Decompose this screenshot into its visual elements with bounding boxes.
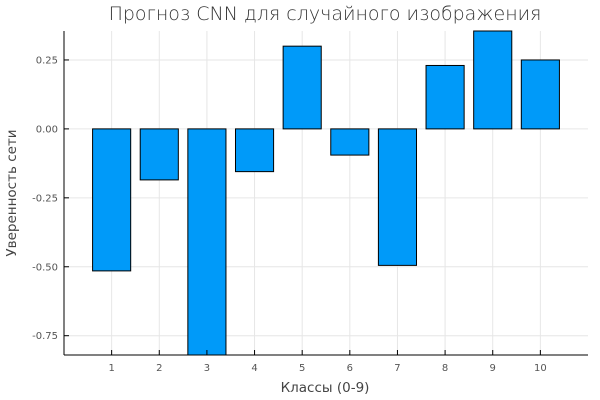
bar-class-6 <box>330 128 370 156</box>
bar-class-8 <box>425 64 465 130</box>
bars <box>92 30 560 356</box>
y-tick-label: 0.00 <box>36 124 58 135</box>
x-tick-label: 4 <box>251 363 257 374</box>
bar-class-7 <box>377 128 418 266</box>
bar-class-4 <box>234 128 275 173</box>
x-tick-label: 10 <box>534 363 547 374</box>
y-axis-label: Уверенность сети <box>4 129 20 256</box>
bar-class-5 <box>282 45 322 130</box>
bar-class-9 <box>473 30 513 130</box>
chart-title: Прогноз CNN для случайного изображения <box>109 3 542 25</box>
x-tick-label: 8 <box>442 363 448 374</box>
x-tick-label: 2 <box>156 363 162 374</box>
axes <box>63 31 588 356</box>
x-tick-label: 5 <box>299 363 305 374</box>
x-tick-label: 3 <box>204 363 210 374</box>
y-tick-label: 0.25 <box>36 55 58 66</box>
ticks: 0.25 0.00 -0.25 -0.50 -0.75 1 2 3 4 5 6 7 8 9 10 <box>32 55 547 374</box>
y-tick-label: -0.50 <box>32 262 58 273</box>
x-tick-label: 9 <box>490 363 496 374</box>
y-tick-label: -0.75 <box>32 331 58 342</box>
bar-class-10 <box>520 59 560 130</box>
x-axis-label: Классы (0-9) <box>281 380 370 396</box>
bar-class-3 <box>187 128 227 356</box>
y-tick-label: -0.25 <box>32 193 58 204</box>
x-tick-label: 6 <box>347 363 353 374</box>
x-tick-label: 1 <box>108 363 114 374</box>
bar-class-1 <box>92 128 132 272</box>
x-tick-label: 7 <box>394 363 400 374</box>
bar-class-2 <box>139 128 179 181</box>
